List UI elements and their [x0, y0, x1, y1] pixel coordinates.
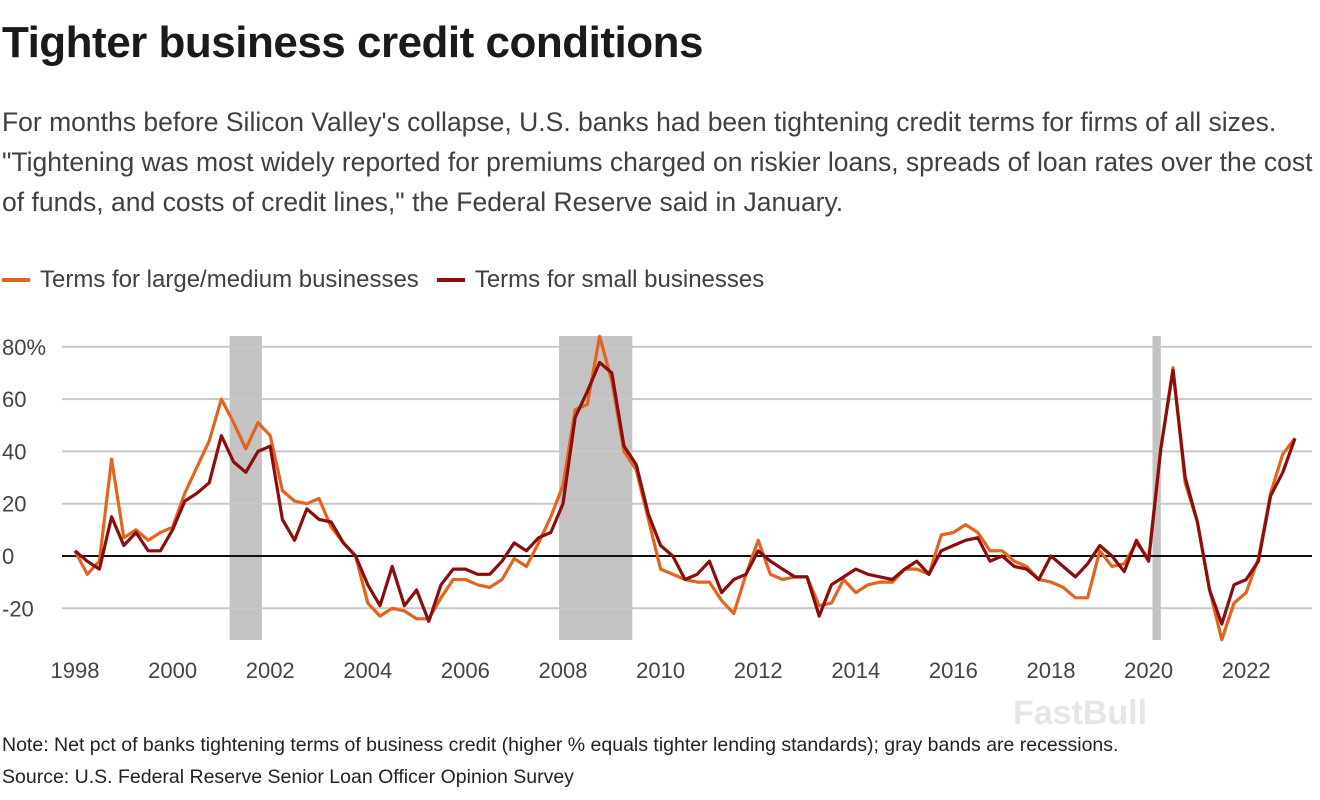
y-tick-label: 40 — [2, 439, 26, 464]
legend-label-large: Terms for large/medium businesses — [40, 266, 419, 293]
watermark-logo: FastBull — [1013, 694, 1147, 732]
legend-swatch-small — [436, 278, 465, 282]
y-tick-label: 80% — [2, 335, 46, 360]
x-tick-label: 2020 — [1124, 658, 1173, 683]
line-chart: 80% 60 40 20 0 -20 1998 2000 2002 2004 2006 2008 201… — [2, 334, 1312, 732]
legend-label-small: Terms for small businesses — [474, 266, 765, 293]
x-tick-label: 1998 — [51, 658, 100, 683]
legend-item-large: Terms for large/medium businesses — [2, 266, 419, 294]
x-tick-label: 2000 — [148, 658, 197, 683]
legend-item-small: Terms for small businesses — [436, 266, 765, 294]
x-tick-label: 2022 — [1222, 658, 1271, 683]
legend-swatch-large — [2, 278, 30, 282]
x-tick-label: 2014 — [831, 658, 880, 683]
y-tick-label: -20 — [2, 596, 34, 621]
y-tick-label: 20 — [2, 492, 26, 517]
series-line-small — [73, 360, 1297, 626]
x-tick-label: 2002 — [246, 658, 295, 683]
y-tick-label: 0 — [2, 544, 14, 569]
legend: Terms for large/medium businesses Terms … — [2, 266, 764, 294]
chart-subtitle: For months before Silicon Valley's colla… — [2, 107, 1313, 217]
x-tick-label: 2018 — [1027, 658, 1076, 683]
chart-source: Source: U.S. Federal Reserve Senior Loan… — [2, 766, 574, 788]
x-tick-label: 2010 — [636, 658, 685, 683]
y-tick-label: 60 — [2, 387, 26, 412]
x-tick-label: 2004 — [343, 658, 392, 683]
chart-title: Tighter business credit conditions — [2, 18, 703, 67]
x-tick-label: 2016 — [929, 658, 978, 683]
recession-band — [559, 336, 633, 640]
chart-note: Note: Net pct of banks tightening terms … — [2, 734, 1119, 756]
recession-band — [229, 336, 262, 640]
x-tick-label: 2006 — [441, 658, 490, 683]
x-tick-label: 2008 — [539, 658, 588, 683]
x-tick-label: 2012 — [734, 658, 783, 683]
